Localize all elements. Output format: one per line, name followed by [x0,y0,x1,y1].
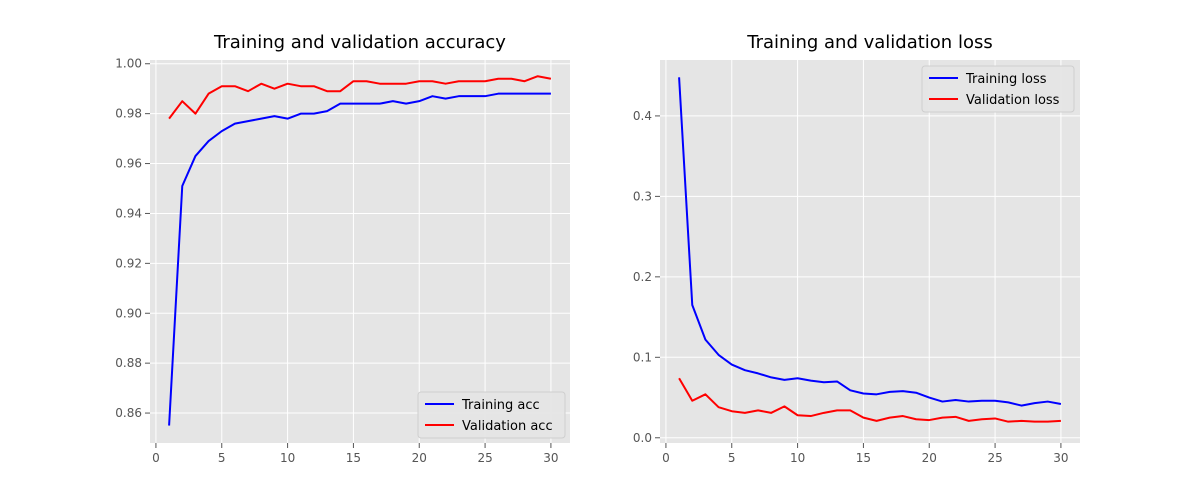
x-tick-label: 15 [346,451,361,465]
x-tick-label: 10 [790,451,805,465]
legend-label: Training loss [965,72,1047,87]
series-line-training-loss [678,77,1062,407]
plot-area [150,60,570,443]
y-tick-label: 0.94 [115,206,142,220]
y-tick-label: 0.98 [115,107,142,121]
x-tick-label: 30 [1053,451,1068,465]
legend-box [921,65,1075,113]
x-tick-label: 5 [218,451,226,465]
y-tick-label: 0.90 [115,306,142,320]
y-tick-label: 0.92 [115,256,142,270]
y-tick-label: 0.96 [115,157,142,171]
legend-label: Training acc [461,398,540,413]
legend-label: Validation loss [966,93,1060,108]
loss-chart: 0 5 10 15 20 25 30 0.0 0.1 0.2 0.3 0.4 Training and … [633,32,1080,465]
y-tick-label: 0.86 [115,406,142,420]
y-tick-label: 0.4 [633,109,652,123]
x-tick-label: 20 [922,451,937,465]
x-tick-label: 5 [728,451,736,465]
y-tick-label: 0.0 [633,431,652,445]
x-tick-label: 15 [856,451,871,465]
y-tick-label: 1.00 [115,57,142,71]
x-tick-label: 10 [280,451,295,465]
series-line-validation-loss [678,377,1061,423]
x-tick-label: 0 [152,451,160,465]
legend: Training loss Validation loss [921,65,1075,113]
x-tick-label: 30 [543,451,558,465]
y-tick-label: 0.88 [115,356,142,370]
x-tick-label: 0 [662,451,670,465]
chart-title: Training and validation accuracy [213,32,506,53]
y-tick-label: 0.2 [633,270,652,284]
x-tick-label: 20 [412,451,427,465]
plot-area [660,60,1080,443]
series-line-training-acc [168,92,551,426]
chart-title: Training and validation loss [746,32,992,53]
legend-label: Validation acc [462,419,553,434]
x-tick-label: 25 [477,451,492,465]
y-tick-label: 0.3 [633,189,652,203]
series-line-validation-acc [168,75,552,120]
legend-box [417,391,566,439]
legend: Training acc Validation acc [417,391,566,439]
x-tick-label: 25 [987,451,1002,465]
y-tick-label: 0.1 [633,350,652,364]
accuracy-chart: 0 5 10 15 20 25 30 0.86 0.88 0.90 0.92 0.94 0.96 0.98… [115,32,570,465]
